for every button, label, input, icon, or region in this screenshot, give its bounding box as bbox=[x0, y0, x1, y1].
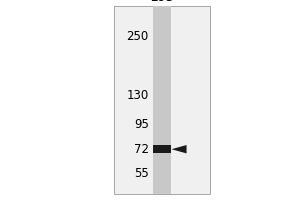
Text: 55: 55 bbox=[134, 167, 149, 180]
Text: 72: 72 bbox=[134, 143, 149, 156]
Text: 250: 250 bbox=[127, 30, 149, 43]
Bar bbox=[153, 145, 171, 153]
Text: 293: 293 bbox=[150, 0, 174, 4]
Bar bbox=[114, 6, 210, 194]
Polygon shape bbox=[172, 145, 187, 153]
Bar bbox=[153, 6, 171, 194]
Text: 130: 130 bbox=[127, 89, 149, 102]
Text: 95: 95 bbox=[134, 118, 149, 131]
